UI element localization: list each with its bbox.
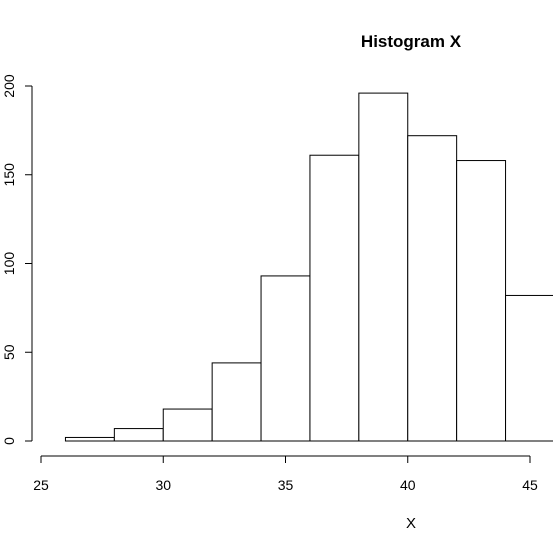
histogram-bar-4: [260, 275, 311, 442]
x-tick-label-2: 35: [278, 477, 294, 493]
x-axis-title: X: [406, 515, 416, 532]
y-tick-label-4: 200: [1, 74, 17, 98]
histogram-bar-6: [358, 92, 409, 442]
bars-group: [64, 92, 553, 442]
x-tick-label-4: 45: [522, 477, 538, 493]
chart-title: Histogram X: [361, 32, 462, 51]
histogram-bar-8: [456, 160, 507, 442]
y-tick-label-1: 50: [1, 344, 17, 360]
y-tick-label-2: 100: [1, 252, 17, 276]
histogram-bar-3: [211, 362, 262, 442]
histogram-bar-2: [162, 408, 213, 442]
histogram-bar-5: [309, 154, 360, 442]
y-tick-label-0: 0: [1, 437, 17, 445]
x-tick-label-3: 40: [400, 477, 416, 493]
x-tick-label-0: 25: [33, 477, 49, 493]
y-axis: 0 50 100 150 200: [1, 74, 33, 445]
histogram-bar-0: [64, 436, 115, 442]
histogram-bar-9: [505, 294, 553, 442]
histogram-bar-7: [407, 135, 458, 442]
histogram-bar-1: [113, 428, 164, 442]
y-tick-label-3: 150: [1, 163, 17, 187]
x-tick-label-1: 30: [155, 477, 171, 493]
x-axis: 25 30 35 40 45: [33, 455, 538, 493]
